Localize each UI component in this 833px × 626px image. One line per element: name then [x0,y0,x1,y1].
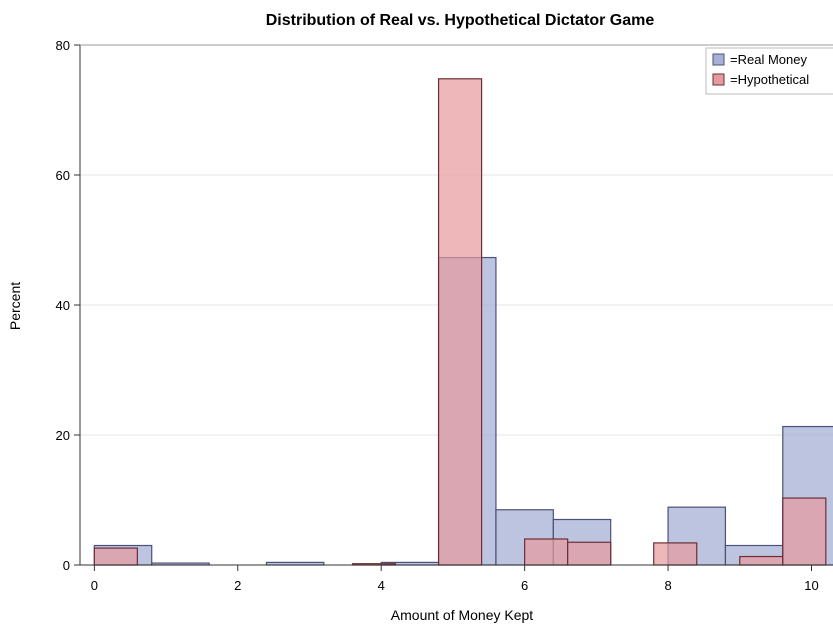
bar-hypothetical-7 [782,497,827,566]
y-tick-label-80: 80 [56,38,70,53]
x-tick-label-0: 0 [91,578,98,593]
x-axis-label: Amount of Money Kept [391,607,534,623]
legend-label-0: =Real Money [730,52,807,67]
y-tick-label-20: 20 [56,428,70,443]
y-tick-label-60: 60 [56,168,70,183]
tick-labels: 0 20 40 60 80 0 2 4 6 8 10 [56,38,819,593]
bar-hypothetical-0 [93,547,138,566]
legend-swatch-0 [712,53,725,66]
x-tick-label-8: 8 [664,578,671,593]
legend-label-1: =Hypothetical [730,72,809,87]
bar-hypothetical-3 [524,538,569,566]
x-tick-label-6: 6 [521,578,528,593]
legend: =Real Money =Hypothetical [705,47,833,95]
y-tick-label-40: 40 [56,298,70,313]
bar-hypothetical-4 [567,541,612,566]
bar-hypothetical-5 [653,542,698,566]
x-tick-label-10: 10 [804,578,818,593]
legend-box [705,47,833,95]
y-axis-label: Percent [7,282,23,330]
x-tick-label-4: 4 [378,578,385,593]
chart-title: Distribution of Real vs. Hypothetical Di… [266,12,655,29]
legend-swatch-1 [712,73,725,86]
x-tick-label-2: 2 [234,578,241,593]
bar-hypothetical-6 [739,555,784,566]
bar-hypothetical-2 [437,78,483,566]
axes [74,44,833,571]
hypothetical-bars [93,78,827,566]
y-tick-label-0: 0 [63,558,70,573]
